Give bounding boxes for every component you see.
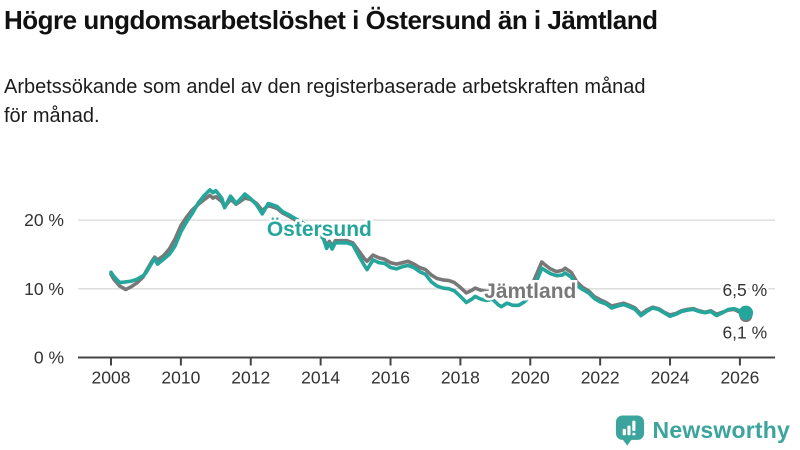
x-tick-label-2026: 2026 [720, 368, 759, 388]
end-value-label-jämtland: 6,1 % [722, 322, 767, 342]
y-tick-label-10: 10 % [24, 279, 64, 299]
x-tick-label-2024: 2024 [651, 368, 690, 388]
chart-subtitle-line2: för månad. [4, 105, 100, 127]
y-tick-label-0: 0 % [34, 348, 64, 368]
x-tick-label-2008: 2008 [92, 368, 131, 388]
x-tick-label-2020: 2020 [511, 368, 550, 388]
x-tick-label-2012: 2012 [231, 368, 270, 388]
chart-subtitle-line1: Arbetssökande som andel av den registerb… [4, 76, 646, 98]
series-line-östersund [109, 188, 748, 319]
end-dot-östersund [738, 305, 754, 321]
x-tick-label-2010: 2010 [161, 368, 200, 388]
bar-chart-speech-bubble-icon [615, 415, 644, 445]
chart-subtitle: Arbetssökande som andel av den registerb… [4, 73, 774, 131]
end-value-label-östersund: 6,5 % [722, 280, 767, 300]
y-tick-label-20: 20 % [24, 210, 64, 230]
x-tick-label-2014: 2014 [301, 368, 340, 388]
newsworthy-logo-text: Newsworthy [652, 416, 790, 443]
x-tick-label-2018: 2018 [441, 368, 480, 388]
x-tick-label-2022: 2022 [581, 368, 620, 388]
series-label-jämtland: Jämtland [484, 280, 576, 303]
x-tick-label-2016: 2016 [371, 368, 410, 388]
newsworthy-logo: Newsworthy [615, 413, 790, 447]
chart-title: Högre ungdomsarbetslöshet i Östersund än… [4, 5, 658, 35]
series-line-jämtland [109, 193, 748, 318]
series-label-östersund: Östersund [267, 218, 372, 241]
